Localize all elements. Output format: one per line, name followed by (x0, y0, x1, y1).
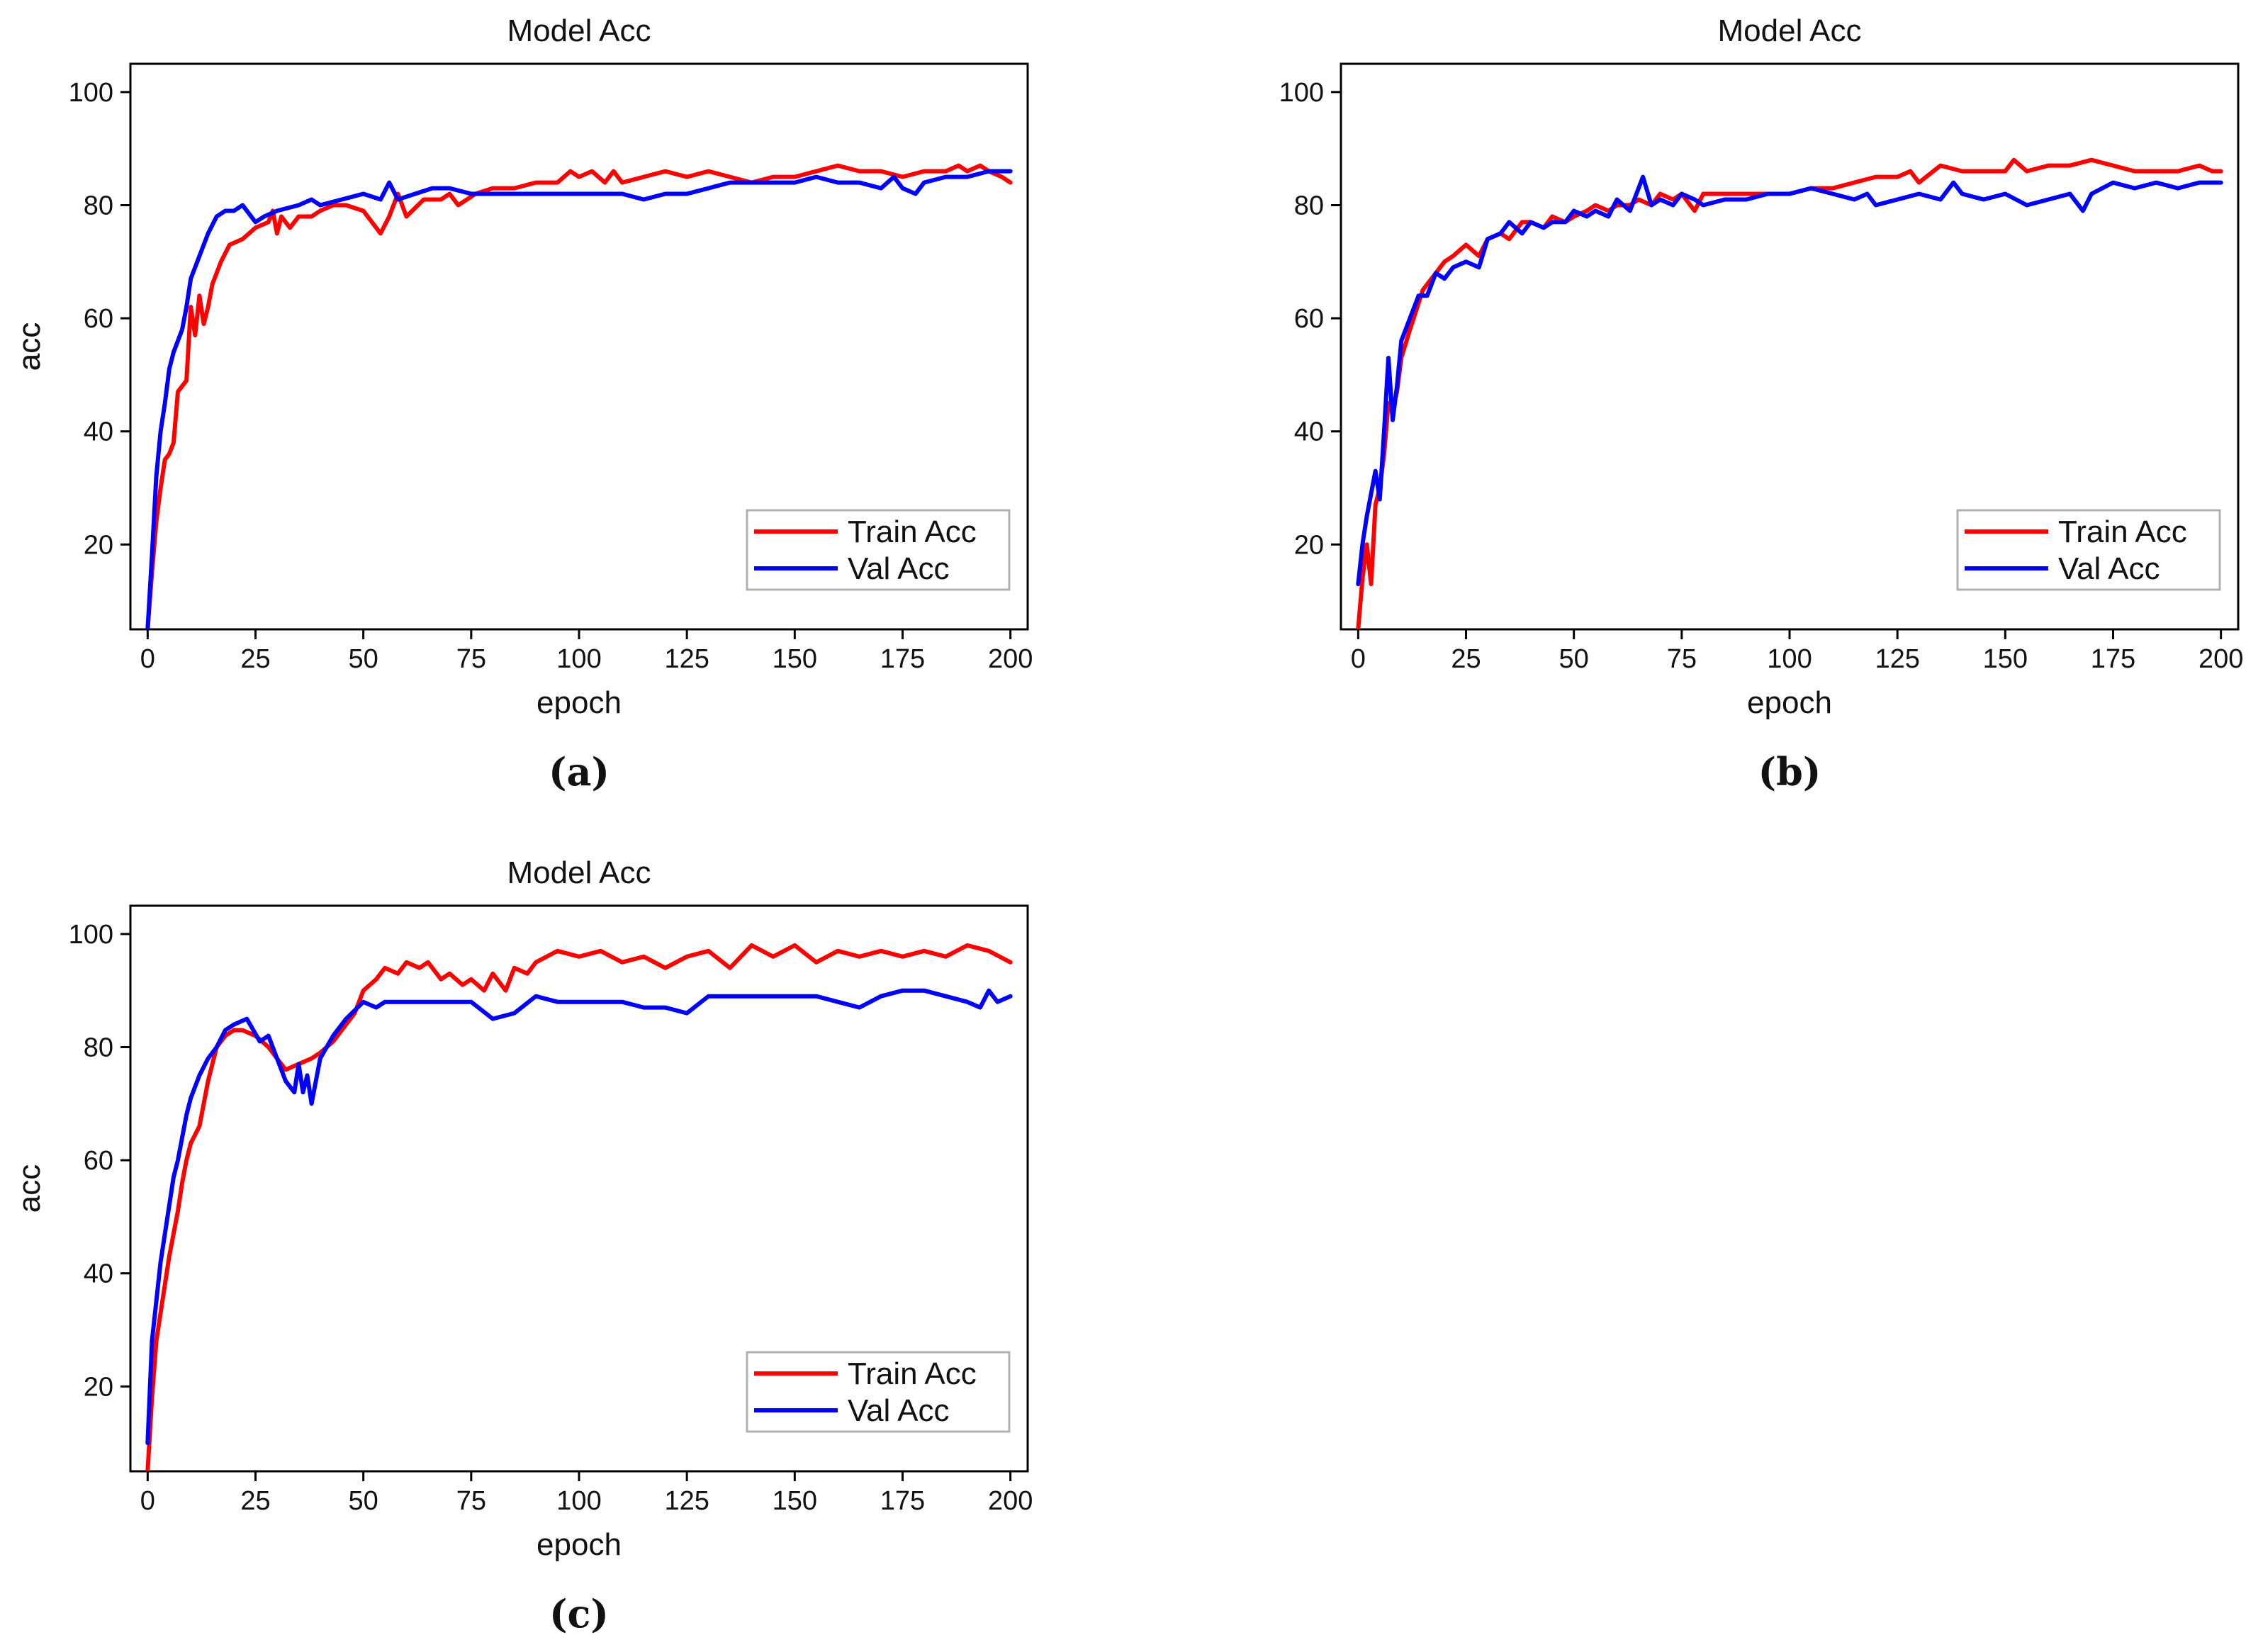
panel-label: (a) (549, 749, 610, 794)
panel-label: (b) (1758, 749, 1821, 794)
x-tick-label: 100 (556, 1486, 601, 1516)
y-axis-label: acc (12, 1164, 47, 1213)
x-tick-label: 125 (664, 644, 709, 674)
legend-label-val-acc: Val Acc (848, 1393, 949, 1428)
y-tick-label: 100 (1279, 78, 1324, 108)
series-line-val-acc (145, 169, 1013, 629)
y-tick-label: 60 (84, 304, 113, 334)
x-tick-label: 25 (240, 644, 270, 674)
x-tick-label: 150 (1983, 644, 2028, 674)
x-tick-label: 0 (140, 1486, 155, 1516)
series-line-train-acc (1356, 157, 2223, 629)
panel-label: (c) (549, 1591, 609, 1636)
x-tick-label: 50 (1559, 644, 1589, 674)
y-tick-label: 40 (84, 417, 113, 447)
x-tick-label: 200 (988, 1486, 1033, 1516)
legend-label-val-acc: Val Acc (2058, 551, 2160, 586)
x-axis-label: epoch (537, 685, 622, 720)
x-tick-label: 50 (349, 644, 378, 674)
x-tick-label: 175 (880, 644, 925, 674)
x-tick-label: 175 (2091, 644, 2135, 674)
legend-label-val-acc: Val Acc (848, 551, 949, 586)
chart-panel-0: Model Acc 0 25 50 75 100 125 150 175 200 20 40 60 80 1… (12, 13, 1033, 794)
y-tick-label: 40 (1294, 417, 1324, 447)
chart-title: Model Acc (1718, 13, 1862, 48)
x-tick-label: 50 (349, 1486, 378, 1516)
y-tick-label: 80 (84, 1033, 113, 1063)
x-tick-label: 175 (880, 1486, 925, 1516)
x-tick-label: 0 (140, 644, 155, 674)
chart-panel-2: Model Acc 0 25 50 75 100 125 150 175 200 20 40 60 80 1… (12, 855, 1033, 1636)
x-tick-label: 150 (773, 1486, 817, 1516)
series-line-val-acc (1356, 174, 2223, 587)
x-tick-label: 25 (240, 1486, 270, 1516)
x-tick-label: 25 (1451, 644, 1481, 674)
x-tick-label: 125 (664, 1486, 709, 1516)
legend-label-train-acc: Train Acc (2058, 515, 2187, 549)
chart-title: Model Acc (507, 13, 651, 48)
x-tick-label: 100 (556, 644, 601, 674)
y-tick-label: 60 (1294, 304, 1324, 334)
chart-title: Model Acc (507, 855, 651, 890)
x-tick-label: 0 (1351, 644, 1366, 674)
series-line-train-acc (145, 163, 1013, 629)
y-tick-label: 80 (84, 191, 113, 221)
legend-label-train-acc: Train Acc (848, 1356, 977, 1391)
series-line-train-acc (145, 943, 1013, 1471)
y-tick-label: 100 (69, 920, 113, 950)
x-tick-label: 125 (1875, 644, 1919, 674)
y-axis-label: acc (12, 322, 47, 371)
y-tick-label: 80 (1294, 191, 1324, 221)
x-tick-label: 200 (2199, 644, 2243, 674)
legend-label-train-acc: Train Acc (848, 515, 977, 549)
x-tick-label: 150 (773, 644, 817, 674)
x-tick-label: 75 (456, 1486, 486, 1516)
x-axis-label: epoch (1747, 685, 1832, 720)
x-tick-label: 100 (1767, 644, 1812, 674)
legend-box (1956, 509, 2221, 591)
legend-box (746, 509, 1011, 591)
y-tick-label: 20 (84, 530, 113, 560)
y-axis-label: acc (12, 322, 47, 371)
x-axis-label: epoch (537, 1527, 622, 1562)
y-tick-label: 40 (84, 1259, 113, 1289)
legend-box (746, 1351, 1011, 1433)
y-tick-label: 20 (1294, 530, 1324, 560)
y-tick-label: 60 (84, 1146, 113, 1176)
y-tick-label: 100 (69, 78, 113, 108)
series-line-val-acc (145, 988, 1013, 1446)
x-tick-label: 75 (1667, 644, 1697, 674)
y-tick-label: 20 (84, 1372, 113, 1402)
x-tick-label: 75 (456, 644, 486, 674)
x-tick-label: 200 (988, 644, 1033, 674)
